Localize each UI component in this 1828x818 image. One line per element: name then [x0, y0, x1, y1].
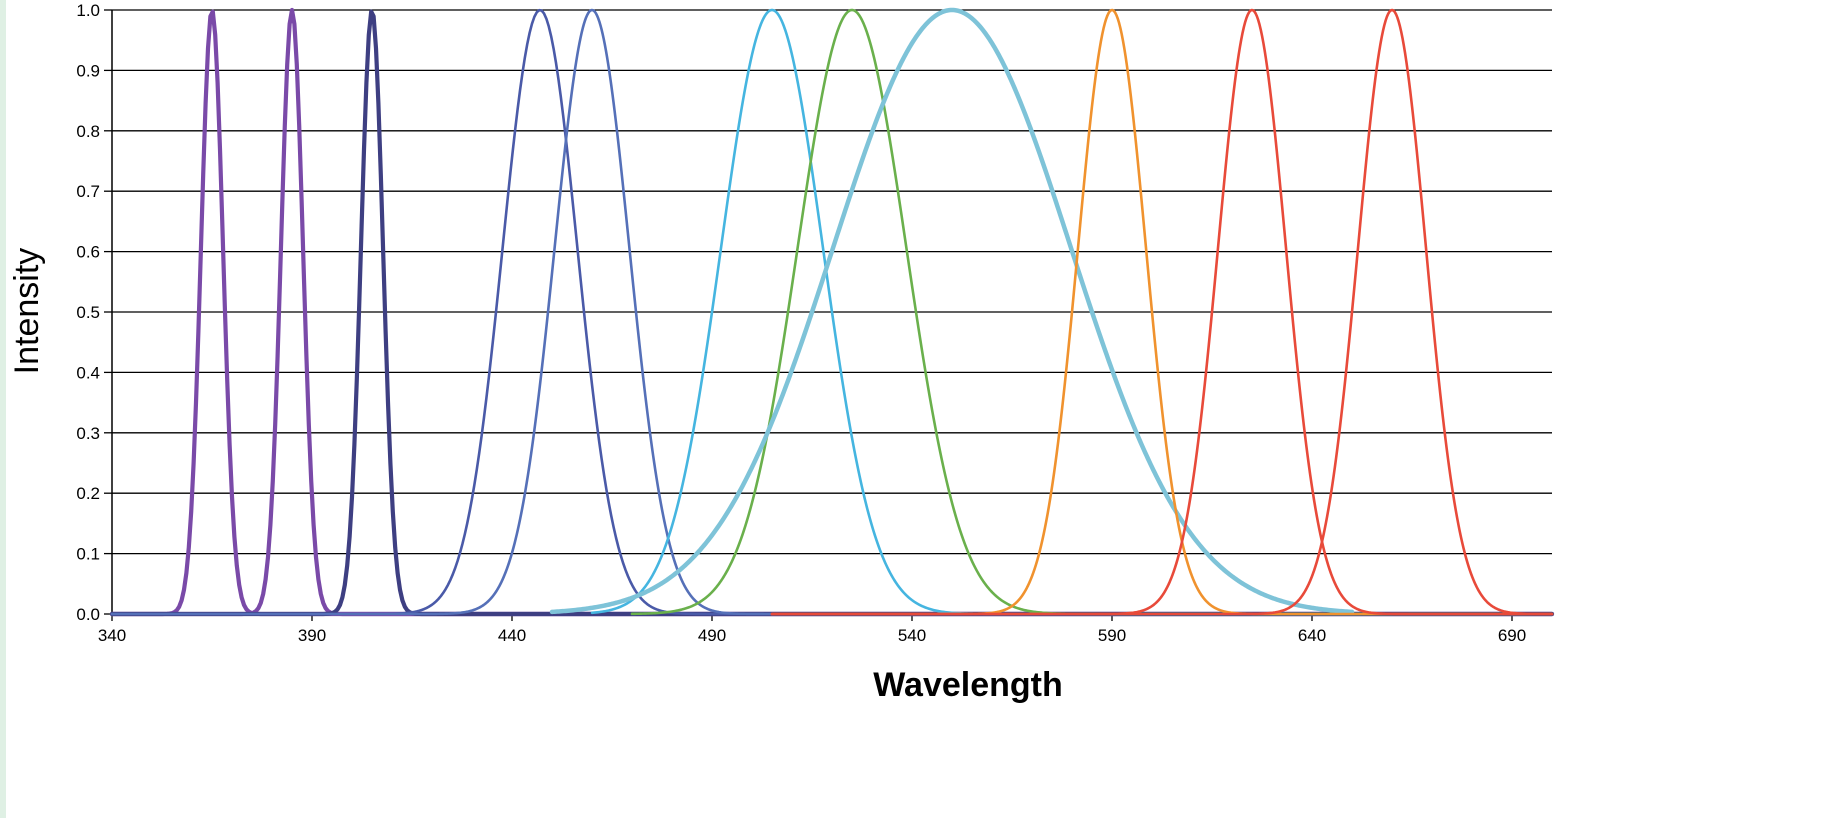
x-axis-title: Wavelength [873, 666, 1063, 704]
axes [104, 9, 1552, 621]
y-tick-labels: 0.0 0.1 0.2 0.3 0.4 0.5 0.6 0.7 0.8 0.9 1.0 [76, 1, 100, 624]
left-edge-strip [0, 0, 6, 818]
y-tick-label: 0.4 [76, 363, 100, 382]
x-tick-label: 390 [298, 626, 326, 645]
series-line [549, 7, 1355, 615]
y-tick-label: 0.1 [76, 545, 100, 564]
y-tick-label: 1.0 [76, 1, 100, 20]
y-tick-label: 0.2 [76, 484, 100, 503]
y-axis-title: Intensity [8, 248, 46, 375]
x-tick-label: 340 [98, 626, 126, 645]
y-tick-label: 0.5 [76, 303, 100, 322]
x-tick-label: 490 [698, 626, 726, 645]
series-line [770, 8, 1554, 616]
y-tick-label: 0.8 [76, 122, 100, 141]
y-tick-label: 0.7 [76, 182, 100, 201]
x-tick-labels: 340 390 440 490 540 590 640 690 [98, 626, 1526, 645]
x-tick-label: 440 [498, 626, 526, 645]
y-tick-label: 0.0 [76, 605, 100, 624]
series-lines [109, 7, 1555, 617]
x-tick-label: 540 [898, 626, 926, 645]
x-tick-label: 590 [1098, 626, 1126, 645]
x-tick-label: 640 [1298, 626, 1326, 645]
series-line [110, 8, 774, 616]
y-tick-label: 0.9 [76, 61, 100, 80]
x-tick-label: 690 [1498, 626, 1526, 645]
y-tick-label: 0.6 [76, 243, 100, 262]
y-tick-label: 0.3 [76, 424, 100, 443]
